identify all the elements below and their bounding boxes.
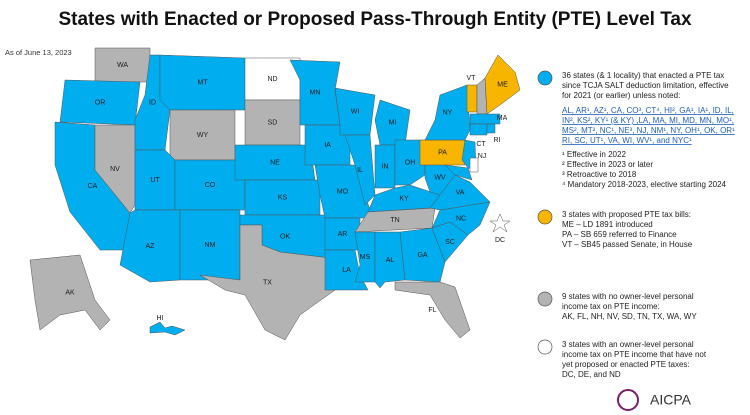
state-label: ND <box>267 76 277 83</box>
legend-swatch <box>537 209 553 225</box>
state-label: MO <box>337 188 349 195</box>
state-label: ME <box>497 81 508 88</box>
legend-text: 3 states with an owner-level personal <box>562 340 694 349</box>
legend-note: ⁴ Mandatory 2018-2023, elective starting… <box>562 180 727 189</box>
state <box>394 281 471 339</box>
legend-text: income tax on PTE income that have not <box>562 350 707 359</box>
state-label: NC <box>456 215 466 222</box>
legend-text: since TCJA SALT deduction limitation, ef… <box>562 81 729 90</box>
state-label: TN <box>390 217 399 224</box>
state-label: MS <box>360 254 371 261</box>
state <box>399 227 446 283</box>
state-label: OH <box>405 159 416 166</box>
legend-note: ² Effective in 2023 or later <box>562 160 653 169</box>
state <box>469 157 479 173</box>
legend-text: VT – SB45 passed Senate, in House <box>562 240 693 249</box>
state <box>149 321 186 336</box>
state-label: KS <box>278 194 288 201</box>
state-label: IA <box>324 142 331 149</box>
state-label: KY <box>399 195 409 202</box>
state-label: FL <box>428 307 436 314</box>
state-label: OK <box>280 233 290 240</box>
legend-text: for 2021 (or earlier) unless noted: <box>562 91 680 100</box>
state-label: WV <box>434 174 446 181</box>
state-label: UT <box>150 177 160 184</box>
state <box>29 254 111 331</box>
legend-text: ME – LD 1891 introduced <box>562 220 653 229</box>
legend-text: AK, FL, NH, NV, SD, TN, TX, WA, WY <box>562 312 697 321</box>
legend-text: DC, DE, and ND <box>562 370 621 379</box>
state <box>466 84 478 113</box>
state-label: AL <box>386 257 395 264</box>
state-label: SC <box>445 239 455 246</box>
state-label: OR <box>95 99 106 106</box>
state-label: MT <box>197 79 208 86</box>
legend-note: ¹ Effective in 2022 <box>562 150 626 159</box>
state-label: NY <box>443 109 453 116</box>
map: WA OR CA NV ID MT WY UT CO AZ NM ND SD NE KS OK TX MN IA MO… <box>29 47 521 341</box>
state <box>469 113 501 125</box>
state-label: MN <box>310 89 321 96</box>
state-label: MA <box>497 115 508 122</box>
state-label: SD <box>268 119 278 126</box>
legend-text: income tax on PTE income: <box>562 302 660 311</box>
state-label: CA <box>88 183 98 190</box>
state-label: CO <box>205 182 216 189</box>
state-label: PA <box>438 149 447 156</box>
state-label: CT <box>476 141 486 148</box>
state <box>486 123 496 134</box>
state-label: NE <box>270 159 280 166</box>
legend-text: PA – SB 659 referred to Finance <box>562 230 677 239</box>
legend-text: 3 states with proposed PTE tax bills: <box>562 210 691 219</box>
logo-mark <box>617 389 639 411</box>
date: As of June 13, 2023 <box>5 48 72 57</box>
state-label: NV <box>110 166 120 173</box>
state <box>489 213 511 233</box>
state-label: WY <box>197 132 209 139</box>
state-label: MI <box>389 119 397 126</box>
state-label: AZ <box>146 243 156 250</box>
state-label: NJ <box>478 153 487 160</box>
state-label: VT <box>467 75 477 82</box>
legend-note: ³ Retroactive to 2018 <box>562 170 637 179</box>
state-label: NM <box>205 242 216 249</box>
state <box>444 164 473 181</box>
legend-text: 9 states with no owner-level personal <box>562 292 694 301</box>
state-label: ID <box>149 99 156 106</box>
state <box>354 231 376 283</box>
state-label: IL <box>357 167 363 174</box>
state-label: AR <box>338 231 348 238</box>
legend-swatch <box>537 339 553 355</box>
state-label: DC <box>495 237 505 244</box>
legend-link: AL, AR¹, AZ¹, CA, CO³, CT⁴, HI², GA¹, IA… <box>562 106 734 115</box>
state-label: HI <box>157 315 164 322</box>
state-label: TX <box>263 279 272 286</box>
state-label: GA <box>417 252 427 259</box>
state <box>469 123 488 136</box>
legend-link: IN², KS², KY¹ (& KY) ,LA, MA, MI, MD, MN… <box>562 116 734 125</box>
title: States with Enacted or Proposed Pass-Thr… <box>58 9 692 30</box>
logo: AICPA <box>650 392 692 408</box>
state-label: AK <box>65 289 75 296</box>
state-label: WI <box>351 108 360 115</box>
state-label: LA <box>342 267 351 274</box>
legend-link: MS², MT², NC¹, NE³, NJ, NM¹, NY, OH¹, OK… <box>562 126 735 135</box>
state-label: RI <box>494 137 501 144</box>
state-label: WA <box>117 62 128 69</box>
legend: 36 states (& 1 locality) that enacted a … <box>537 70 735 379</box>
state <box>94 124 136 214</box>
legend-text: yet proposed or enacted PTE taxes: <box>562 360 690 369</box>
state <box>344 134 376 206</box>
legend-swatch <box>537 291 553 307</box>
legend-text: 36 states (& 1 locality) that enacted a … <box>562 71 724 80</box>
legend-swatch <box>537 70 553 86</box>
state-label: VA <box>456 189 465 196</box>
state-label: IN <box>382 163 389 170</box>
legend-link: RI, SC, UT¹, VA, WI, WV¹, and NYC¹ <box>562 136 692 145</box>
